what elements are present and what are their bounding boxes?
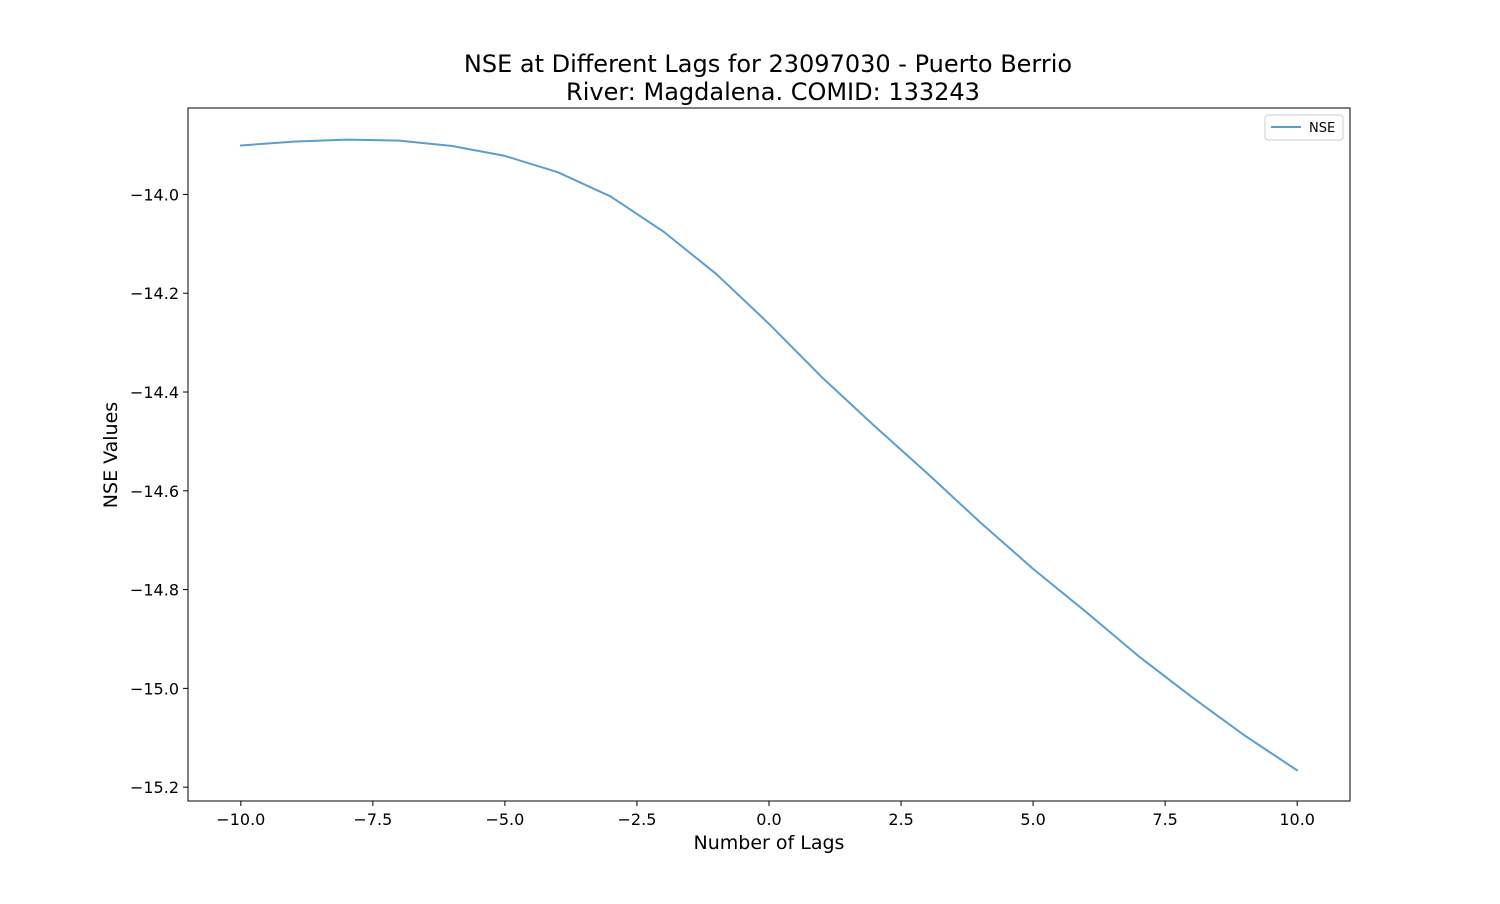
y-tick-label: −14.6 xyxy=(130,482,179,501)
chart-title: NSE at Different Lags for 23097030 - Pue… xyxy=(464,50,1072,78)
x-tick-label: 10.0 xyxy=(1279,810,1315,829)
y-tick-label: −14.8 xyxy=(130,581,179,600)
y-axis-label: NSE Values xyxy=(100,402,122,508)
legend-box xyxy=(1264,114,1344,141)
x-tick-label: 0.0 xyxy=(756,810,781,829)
chart-subtitle: River: Magdalena. COMID: 133243 xyxy=(566,78,980,106)
y-tick-label: −14.0 xyxy=(130,185,179,204)
x-tick-label: −5.0 xyxy=(485,810,524,829)
x-tick-label: −7.5 xyxy=(353,810,392,829)
x-tick-label: −2.5 xyxy=(618,810,657,829)
x-axis-label: Number of Lags xyxy=(694,832,845,854)
x-tick-label: 2.5 xyxy=(888,810,913,829)
plot-frame xyxy=(187,107,1351,802)
legend: NSE xyxy=(1264,114,1344,141)
y-axis-ticks: −14.0 −14.2 −14.4 −14.6 −14.8 −15.0 −15.2 xyxy=(130,185,188,797)
y-tick-label: −14.4 xyxy=(130,383,179,402)
x-tick-label: 5.0 xyxy=(1020,810,1045,829)
x-tick-label: −10.0 xyxy=(216,810,265,829)
plot-area xyxy=(239,138,1299,772)
legend-entry: NSE xyxy=(1309,121,1335,136)
y-tick-label: −15.0 xyxy=(130,679,179,698)
y-tick-label: −14.2 xyxy=(130,284,179,303)
y-tick-label: −15.2 xyxy=(130,778,179,797)
x-tick-label: 7.5 xyxy=(1152,810,1177,829)
x-axis-ticks: −10.0 −7.5 −5.0 −2.5 0.0 2.5 5.0 7.5 10.0 xyxy=(216,801,1315,829)
series-line-nse xyxy=(239,138,1299,772)
